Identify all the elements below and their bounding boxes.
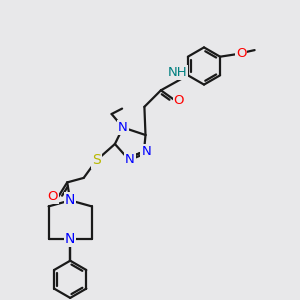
Text: O: O	[174, 94, 184, 107]
Text: N: N	[118, 121, 128, 134]
Text: O: O	[236, 46, 246, 60]
Text: N: N	[65, 232, 75, 246]
Text: N: N	[142, 145, 151, 158]
Text: S: S	[92, 154, 101, 167]
Text: N: N	[125, 153, 135, 167]
Text: NH: NH	[168, 66, 187, 79]
Text: O: O	[47, 190, 58, 203]
Text: N: N	[65, 194, 75, 207]
